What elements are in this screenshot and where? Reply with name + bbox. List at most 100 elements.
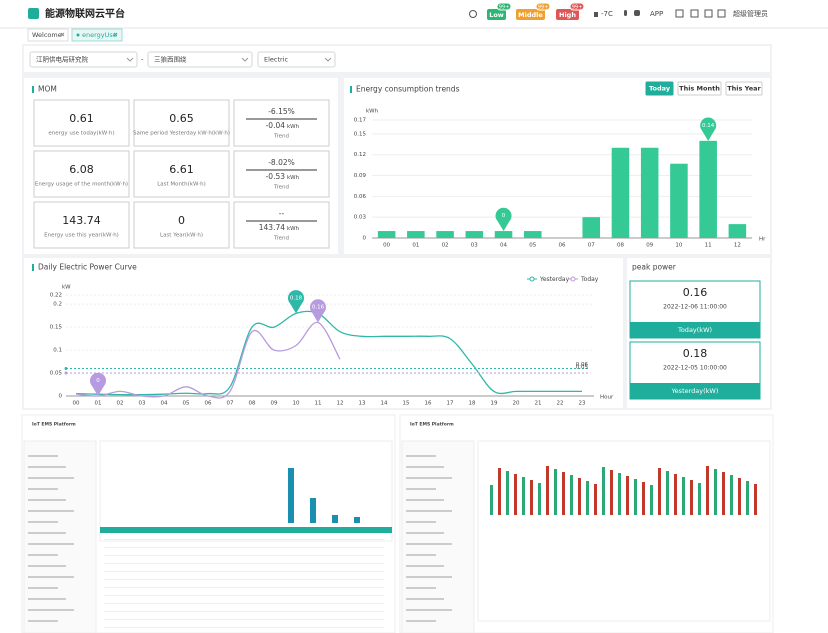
x-tick-label: 14 [381,401,388,407]
thumb-bar [288,468,294,523]
range-button[interactable] [645,81,674,96]
y-tick-label: 0.12 [354,152,366,158]
mom-percent: -8.02% [268,158,295,167]
title-mark [32,86,34,93]
x-tick-label: 08 [249,401,256,407]
legend-dot [529,276,535,282]
tab[interactable] [71,28,123,42]
thumb-row [28,565,66,567]
bell-icon [634,10,640,16]
y-tick-label: 0.2 [53,302,62,308]
x-axis-label: Hour [600,395,614,401]
marker-label: 0 [502,213,506,219]
range-button[interactable] [725,81,763,96]
thumb-row [406,576,452,578]
thumb-sidebar [401,440,475,633]
thumb-bar [658,468,661,515]
thumb-bar [310,498,316,523]
x-tick-label: 00 [73,401,80,407]
thumb-bar [594,484,597,515]
mom-trend: Trend [273,185,289,191]
badge[interactable] [516,9,545,20]
peak-label: Yesterday(kW) [671,387,719,395]
tab-close [60,32,65,37]
x-tick-label: 21 [535,401,542,407]
bar [670,163,688,238]
mom-delta: -0.53 [266,172,286,181]
thumb-bar [642,482,645,515]
x-tick-label: 23 [579,401,586,407]
thumb-bar [666,471,669,515]
mom-cell [133,150,230,198]
average-start [64,371,68,375]
select[interactable] [147,51,253,68]
thumb-bar [586,481,589,515]
bar [407,231,425,238]
tool-icon[interactable] [675,9,684,18]
range-button[interactable] [677,81,722,96]
thumb-row [28,532,66,534]
gap [24,76,770,78]
x-tick-label: 11 [315,401,322,407]
x-tick-label: 03 [139,401,146,407]
badge-count-bg [496,2,512,11]
peak-label: Today(kW) [677,326,712,334]
y-tick-label: 0.15 [50,325,63,331]
x-tick-label: 02 [442,243,449,249]
x-tick-label: 11 [705,243,712,249]
thumb-row [406,554,436,556]
content-gap [24,72,770,76]
thumb-bar [738,478,741,515]
thumb-row [406,543,452,545]
mom-value: 0.61 [69,112,94,125]
thumb-table-row [104,619,384,620]
select[interactable] [29,51,138,68]
thumb-table-row [104,539,384,540]
mom-unit: kWh [287,226,300,232]
mom-label: energy use today(kW·h) [48,131,114,137]
thumb-row [406,521,436,523]
mom-label: Energy use this year(kW·h) [44,233,119,239]
mom-value: 0 [178,214,185,227]
thumb-row [28,477,74,479]
badge-count-bg [569,2,585,11]
thumb-row [406,488,436,490]
x-tick-label: 06 [559,243,566,249]
series-line [75,321,341,399]
thumb-bar [506,471,509,515]
y-tick-label: 0 [363,236,367,242]
tool-icon[interactable] [690,9,699,18]
thumb-row [406,499,444,501]
thumb-row [406,587,436,589]
thumb-bar [546,466,549,515]
badge[interactable] [487,9,506,20]
thumb-bar [634,479,637,515]
header [0,0,828,28]
x-tick-label: 06 [205,401,212,407]
marker-pin [495,207,512,232]
mom-percent: -6.15% [268,107,295,116]
tool-icon[interactable] [717,9,726,18]
thumb-bar [690,480,693,515]
select-value: 三狼西围绕 [154,55,187,64]
gap [338,76,344,256]
mom-cell [33,201,130,249]
select[interactable] [257,51,336,68]
thumb-row [28,543,74,545]
x-tick-label: 01 [412,243,419,249]
search-icon[interactable] [469,10,477,18]
select-value: 江阴供电局研究院 [36,55,89,64]
title-mark [32,264,34,271]
thumb-bar [498,468,501,515]
mom-trend: Trend [273,134,289,140]
mom-trend: Trend [273,236,289,242]
badge[interactable] [556,9,579,20]
marker-label: 0.16 [312,305,325,311]
tab[interactable] [27,28,69,42]
tool-icon[interactable] [704,9,713,18]
thumb-table-row [104,571,384,572]
thumb-table-row [104,627,384,628]
mom-delta: -0.04 [266,121,286,130]
peak-label-bg [630,383,760,399]
